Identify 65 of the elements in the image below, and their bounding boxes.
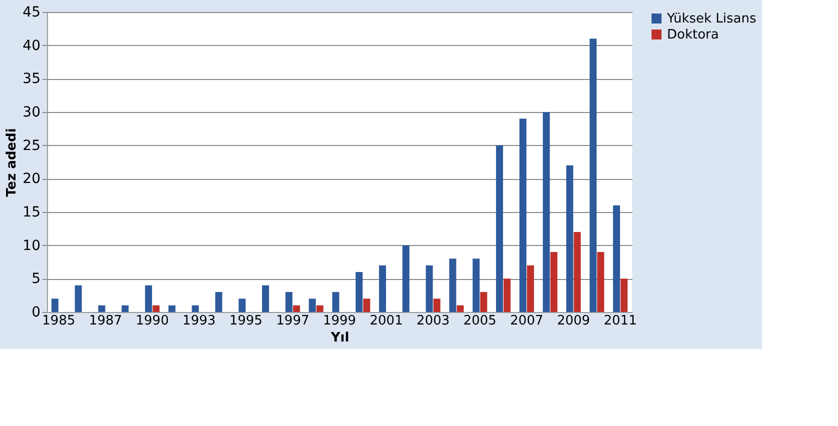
bar bbox=[472, 258, 480, 312]
bar bbox=[192, 305, 199, 312]
x-tick-label: 2003 bbox=[416, 314, 450, 328]
x-tick-label: 1993 bbox=[182, 314, 216, 328]
bar bbox=[215, 292, 222, 312]
x-tick-label: 1997 bbox=[276, 314, 310, 328]
bar bbox=[566, 165, 574, 312]
bar bbox=[402, 245, 410, 312]
x-tick-label: 2001 bbox=[370, 314, 403, 328]
bar bbox=[152, 305, 160, 312]
y-tick-label: 35 bbox=[22, 71, 40, 88]
bar bbox=[356, 272, 363, 312]
bar bbox=[590, 38, 597, 312]
bar bbox=[74, 285, 82, 312]
y-tick-label: 10 bbox=[22, 238, 40, 254]
bar bbox=[168, 305, 176, 312]
bar bbox=[613, 205, 620, 312]
bar bbox=[496, 145, 504, 312]
bar bbox=[285, 292, 292, 312]
x-tick-label: 2005 bbox=[463, 314, 496, 328]
bar bbox=[526, 265, 534, 312]
bar bbox=[426, 265, 433, 312]
y-tick-label: 20 bbox=[22, 171, 40, 188]
x-tick-label: 1999 bbox=[322, 314, 356, 328]
bar bbox=[449, 258, 456, 312]
x-tick-label: 2007 bbox=[510, 314, 544, 328]
bar bbox=[480, 292, 488, 312]
y-axis-title: Tez adedi bbox=[4, 128, 20, 197]
bar bbox=[262, 285, 270, 312]
bar bbox=[620, 278, 628, 312]
y-tick-label: 40 bbox=[22, 38, 40, 54]
x-axis-title: Yıl bbox=[330, 330, 350, 346]
bar bbox=[550, 252, 558, 312]
bar bbox=[597, 252, 604, 312]
bar bbox=[363, 298, 370, 312]
y-tick-label: 45 bbox=[22, 4, 40, 20]
bar bbox=[238, 298, 246, 312]
x-tick-label: 2011 bbox=[604, 314, 637, 328]
bar bbox=[98, 305, 106, 312]
legend-label: Yüksek Lisans bbox=[666, 12, 756, 26]
bar bbox=[574, 232, 581, 312]
x-tick-label: 1985 bbox=[42, 314, 76, 328]
bar bbox=[504, 278, 511, 312]
y-tick-label: 0 bbox=[32, 304, 40, 320]
x-tick-label: 2009 bbox=[556, 314, 590, 328]
bar bbox=[433, 298, 440, 312]
x-tick-label: 1995 bbox=[229, 314, 262, 328]
bar bbox=[332, 292, 340, 312]
bar bbox=[456, 305, 464, 312]
bar bbox=[145, 285, 152, 312]
y-tick-label: 30 bbox=[22, 104, 40, 120]
bar bbox=[308, 298, 316, 312]
bar bbox=[292, 305, 300, 312]
bar bbox=[316, 305, 324, 312]
y-tick-label: 25 bbox=[22, 138, 40, 154]
bar bbox=[122, 305, 129, 312]
bar bbox=[519, 118, 526, 312]
x-tick-label: 1987 bbox=[88, 314, 122, 328]
y-tick-label: 5 bbox=[32, 271, 40, 288]
x-tick-label: 1990 bbox=[136, 314, 169, 328]
bar bbox=[542, 112, 550, 312]
bar bbox=[51, 298, 58, 312]
bar bbox=[379, 265, 386, 312]
legend-label: Doktora bbox=[667, 28, 719, 42]
y-tick-label: 15 bbox=[22, 204, 40, 220]
